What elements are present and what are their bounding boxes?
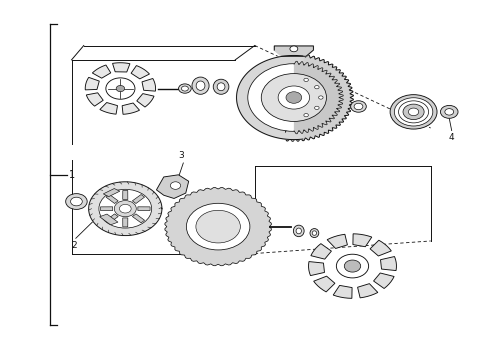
Polygon shape: [85, 77, 99, 90]
Circle shape: [248, 64, 340, 131]
Polygon shape: [122, 103, 140, 114]
Circle shape: [403, 104, 424, 120]
Ellipse shape: [192, 77, 209, 94]
Ellipse shape: [310, 229, 319, 238]
Circle shape: [351, 101, 367, 112]
Polygon shape: [106, 194, 118, 203]
Ellipse shape: [196, 81, 205, 90]
Circle shape: [315, 86, 319, 89]
Polygon shape: [86, 93, 103, 106]
Circle shape: [445, 109, 454, 115]
Circle shape: [398, 101, 429, 123]
Polygon shape: [89, 182, 162, 235]
Polygon shape: [132, 194, 145, 203]
Circle shape: [114, 201, 136, 217]
Circle shape: [71, 197, 82, 206]
Polygon shape: [122, 190, 128, 199]
Circle shape: [196, 210, 241, 243]
Polygon shape: [274, 46, 314, 56]
Circle shape: [318, 96, 323, 99]
Circle shape: [315, 106, 319, 109]
Text: 2: 2: [71, 241, 77, 250]
Circle shape: [116, 85, 124, 92]
Circle shape: [286, 92, 302, 103]
Ellipse shape: [296, 228, 301, 234]
Circle shape: [344, 260, 361, 272]
Circle shape: [278, 86, 310, 109]
Polygon shape: [294, 61, 343, 134]
Circle shape: [186, 203, 250, 250]
Circle shape: [304, 113, 308, 117]
Polygon shape: [237, 55, 303, 140]
Polygon shape: [100, 103, 118, 114]
Polygon shape: [373, 273, 394, 288]
Ellipse shape: [213, 79, 229, 94]
Polygon shape: [165, 188, 271, 266]
Polygon shape: [309, 262, 324, 276]
Ellipse shape: [312, 231, 317, 235]
Polygon shape: [137, 94, 154, 107]
Ellipse shape: [294, 225, 304, 237]
Circle shape: [304, 78, 308, 81]
Circle shape: [290, 46, 298, 52]
Circle shape: [390, 95, 437, 129]
Polygon shape: [370, 240, 392, 256]
Polygon shape: [285, 54, 353, 141]
Circle shape: [336, 254, 368, 278]
Circle shape: [171, 182, 181, 189]
Ellipse shape: [217, 83, 225, 91]
Circle shape: [408, 108, 419, 116]
Text: 3: 3: [178, 151, 184, 160]
Circle shape: [178, 84, 191, 93]
Polygon shape: [99, 214, 118, 225]
Polygon shape: [132, 214, 145, 223]
Circle shape: [354, 103, 363, 110]
Polygon shape: [106, 214, 118, 223]
Polygon shape: [311, 244, 331, 259]
Polygon shape: [131, 66, 149, 79]
Polygon shape: [358, 284, 378, 298]
Polygon shape: [381, 257, 396, 271]
Circle shape: [441, 105, 458, 118]
Circle shape: [261, 73, 326, 121]
Circle shape: [181, 86, 188, 91]
Polygon shape: [314, 276, 335, 292]
Text: 1: 1: [69, 170, 75, 180]
Polygon shape: [142, 78, 155, 91]
Circle shape: [120, 204, 131, 213]
Polygon shape: [113, 63, 130, 72]
Text: 4: 4: [449, 133, 455, 142]
Polygon shape: [122, 218, 128, 227]
Polygon shape: [327, 234, 347, 248]
Polygon shape: [156, 175, 189, 198]
Circle shape: [394, 98, 433, 126]
Polygon shape: [103, 189, 120, 197]
Circle shape: [66, 194, 87, 210]
Circle shape: [99, 189, 152, 228]
Circle shape: [106, 78, 135, 99]
Polygon shape: [138, 207, 150, 211]
Polygon shape: [92, 65, 111, 78]
Polygon shape: [100, 207, 113, 211]
Polygon shape: [333, 285, 352, 298]
Polygon shape: [353, 234, 372, 247]
